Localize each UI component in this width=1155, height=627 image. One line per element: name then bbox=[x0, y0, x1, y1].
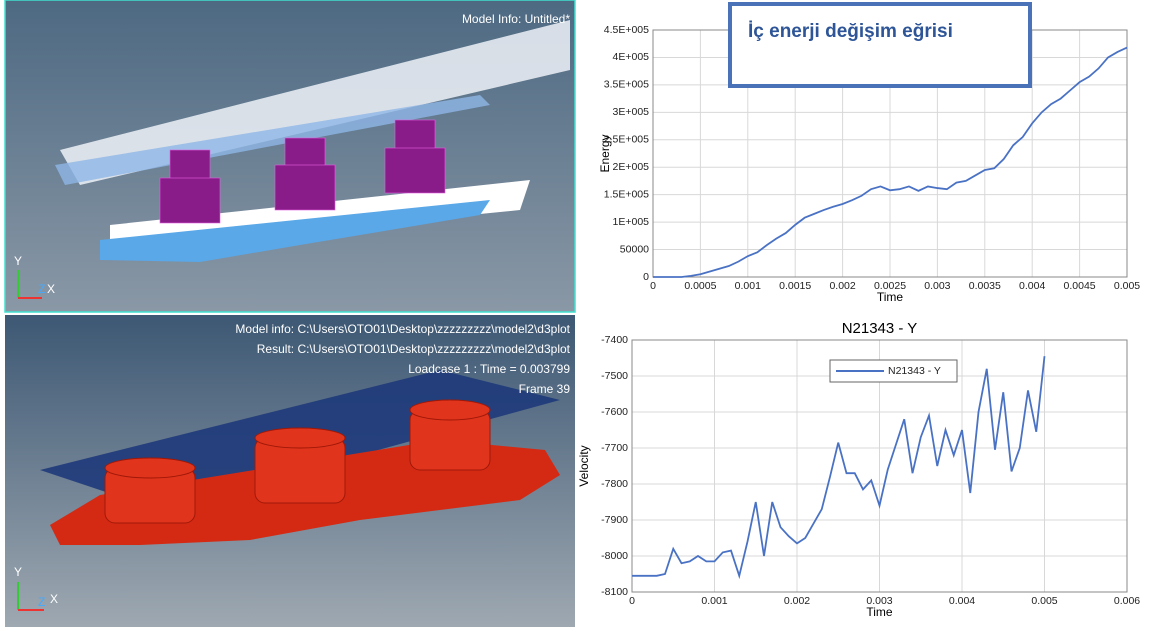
legend-label: N21343 - Y bbox=[888, 365, 941, 377]
y-tick-label: -7500 bbox=[601, 370, 628, 382]
result-info: Result: C:\Users\OTO01\Desktop\zzzzzzzzz… bbox=[257, 342, 571, 356]
x-tick-label: 0.004 bbox=[949, 595, 975, 607]
model-info: Model info: C:\Users\OTO01\Desktop\zzzzz… bbox=[235, 322, 570, 336]
y-tick-label: 4.5E+005 bbox=[604, 24, 649, 36]
y-tick-label: 3E+005 bbox=[613, 106, 650, 118]
frame-info: Frame 39 bbox=[519, 382, 571, 396]
y-tick-label: 4E+005 bbox=[613, 51, 650, 63]
y-tick-label: 1E+005 bbox=[613, 216, 650, 228]
axis-label: Z bbox=[38, 282, 45, 296]
axis-label: Z bbox=[38, 595, 45, 609]
x-tick-label: 0.002 bbox=[784, 595, 810, 607]
x-tick-label: 0.005 bbox=[1114, 280, 1140, 292]
x-tick-label: 0.003 bbox=[924, 280, 950, 292]
y-tick-label: -7700 bbox=[601, 442, 628, 454]
y-tick-label: 0 bbox=[643, 271, 649, 283]
x-tick-label: 0.001 bbox=[735, 280, 761, 292]
y-tick-label: 3.5E+005 bbox=[604, 79, 649, 91]
y-tick-label: -8100 bbox=[601, 586, 628, 598]
screen: Y Z X Model Info: Untitled* Y Z X Model … bbox=[0, 0, 1155, 627]
annotation: İç enerji değişim eğrisi bbox=[748, 21, 953, 42]
x-tick-label: 0.0005 bbox=[684, 280, 716, 292]
x-tick-label: 0.0015 bbox=[779, 280, 811, 292]
x-axis-label: Time bbox=[877, 290, 904, 304]
y-tick-label: -7900 bbox=[601, 514, 628, 526]
x-tick-label: 0.006 bbox=[1114, 595, 1140, 607]
x-tick-label: 0.0035 bbox=[969, 280, 1001, 292]
x-tick-label: 0 bbox=[629, 595, 635, 607]
x-tick-label: 0.0045 bbox=[1064, 280, 1096, 292]
y-tick-label: 2E+005 bbox=[613, 161, 650, 173]
y-tick-label: 50000 bbox=[620, 243, 649, 255]
y-tick-label: -7600 bbox=[601, 406, 628, 418]
axis-label: X bbox=[47, 282, 55, 296]
x-tick-label: 0 bbox=[650, 280, 656, 292]
y-tick-label: -8000 bbox=[601, 550, 628, 562]
axis-label: X bbox=[50, 592, 58, 606]
x-tick-label: 0.004 bbox=[1019, 280, 1045, 292]
model-info: Model Info: Untitled* bbox=[462, 12, 570, 26]
y-tick-label: -7400 bbox=[601, 334, 628, 346]
x-tick-label: 0.005 bbox=[1031, 595, 1057, 607]
y-axis-label: Energy bbox=[598, 134, 612, 172]
y-tick-label: 1.5E+005 bbox=[604, 188, 649, 200]
chart-title: N21343 - Y bbox=[842, 320, 918, 337]
x-tick-label: 0.002 bbox=[829, 280, 855, 292]
annotation-box bbox=[730, 4, 1030, 86]
page: {"chart_data": [ {"type": "line", "annot… bbox=[0, 0, 1155, 627]
x-tick-label: 0.001 bbox=[701, 595, 727, 607]
y-tick-label: -7800 bbox=[601, 478, 628, 490]
axis-label: Y bbox=[14, 565, 22, 579]
axis-label: Y bbox=[14, 254, 22, 268]
x-axis-label: Time bbox=[866, 605, 893, 619]
y-axis-label: Velocity bbox=[577, 445, 591, 486]
loadcase-info: Loadcase 1 : Time = 0.003799 bbox=[408, 362, 570, 376]
